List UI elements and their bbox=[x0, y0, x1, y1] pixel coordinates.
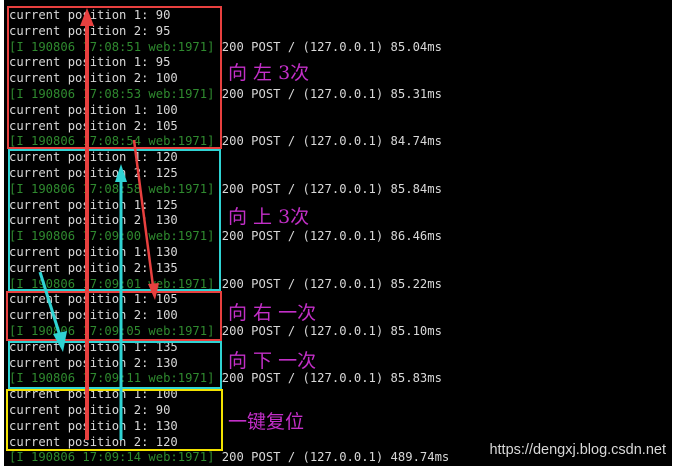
log-line: [I 190806 17:09:11 web:1971] 200 POST / … bbox=[9, 370, 442, 386]
red-up-arrowhead bbox=[80, 8, 94, 26]
log-response: 200 POST / (127.0.0.1) 85.83ms bbox=[214, 371, 442, 386]
position-line: current position 2: 100 bbox=[9, 308, 178, 323]
log-prefix: [I 190806 17:08:53 web:1971] bbox=[9, 87, 215, 101]
position-line: current position 2: 120 bbox=[9, 434, 178, 449]
log-line: [I 190806 17:08:58 web:1971] 200 POST / … bbox=[9, 181, 442, 197]
log-prefix: [I 190806 17:09:00 web:1971] bbox=[9, 229, 215, 244]
position-line: current position 2: 130 bbox=[9, 355, 178, 370]
annotation-right-1: 向 右 一次 bbox=[228, 302, 317, 324]
highlight-box-reset bbox=[6, 389, 223, 451]
annotation-left-3: 向 左 3次 bbox=[228, 62, 310, 84]
position-line: current position 1: 130 bbox=[9, 245, 178, 259]
position-line: current position 1: 130 bbox=[9, 418, 178, 433]
log-response: 200 POST / (127.0.0.1) 85.04ms bbox=[214, 39, 442, 54]
log-prefix: [I 190806 17:09:01 web:1971] bbox=[9, 276, 215, 291]
highlight-box-left bbox=[7, 6, 222, 149]
log-response: 200 POST / (127.0.0.1) 85.31ms bbox=[214, 87, 442, 101]
annotation-up-3: 向 上 3次 bbox=[228, 206, 310, 228]
position-line: current position 2: 90 bbox=[9, 403, 171, 417]
position-line: current position 1: 125 bbox=[9, 197, 178, 212]
position-line: current position 2: 100 bbox=[9, 71, 178, 86]
log-response: 200 POST / (127.0.0.1) 489.74ms bbox=[214, 450, 450, 465]
log-line: [I 190806 17:08:54 web:1971] 200 POST / … bbox=[9, 133, 442, 149]
log-prefix: [I 190806 17:08:58 web:1971] bbox=[9, 181, 215, 196]
position-line: current position 2: 105 bbox=[9, 118, 178, 133]
red-diagonal-arrowhead bbox=[148, 283, 159, 300]
log-response: 200 POST / (127.0.0.1) 85.22ms bbox=[214, 276, 442, 291]
log-prefix: [I 190806 17:08:54 web:1971] bbox=[9, 134, 215, 149]
log-line: [I 190806 17:09:00 web:1971] 200 POST / … bbox=[9, 228, 442, 244]
annotation-reset: 一键复位 bbox=[228, 411, 305, 433]
position-line: current position 1: 90 bbox=[9, 8, 171, 22]
log-response: 200 POST / (127.0.0.1) 86.46ms bbox=[214, 229, 442, 244]
highlight-box-down bbox=[8, 341, 222, 389]
position-line: current position 2: 125 bbox=[9, 166, 178, 180]
log-prefix: [I 190806 17:09:05 web:1971] bbox=[9, 324, 215, 338]
highlight-box-right bbox=[6, 291, 222, 341]
position-line: current position 2: 135 bbox=[9, 260, 178, 275]
log-response: 200 POST / (127.0.0.1) 84.74ms bbox=[214, 134, 442, 149]
position-line: current position 1: 100 bbox=[9, 102, 178, 117]
annotation-down-1: 向 下 一次 bbox=[228, 350, 317, 372]
log-response: 200 POST / (127.0.0.1) 85.10ms bbox=[214, 324, 442, 338]
watermark: https://dengxj.blog.csdn.net bbox=[489, 442, 666, 458]
position-line: current position 1: 95 bbox=[9, 55, 171, 70]
log-prefix: [I 190806 17:09:11 web:1971] bbox=[9, 371, 215, 386]
log-line: [I 190806 17:09:14 web:1971] 200 POST / … bbox=[9, 449, 449, 465]
log-line: [I 190806 17:09:05 web:1971] 200 POST / … bbox=[9, 323, 442, 339]
cyan-diagonal-arrowhead bbox=[53, 331, 67, 352]
position-line: current position 1: 120 bbox=[9, 150, 178, 165]
log-line: [I 190806 17:09:01 web:1971] 200 POST / … bbox=[9, 276, 442, 292]
highlight-box-up bbox=[8, 149, 221, 291]
log-response: 200 POST / (127.0.0.1) 85.84ms bbox=[214, 181, 442, 196]
log-prefix: [I 190806 17:08:51 web:1971] bbox=[9, 39, 215, 54]
log-line: [I 190806 17:08:51 web:1971] 200 POST / … bbox=[9, 39, 442, 55]
cyan-up-arrowhead bbox=[115, 164, 127, 182]
log-line: [I 190806 17:08:53 web:1971] 200 POST / … bbox=[9, 86, 442, 102]
log-prefix: [I 190806 17:09:14 web:1971] bbox=[9, 450, 215, 465]
cyan-diagonal-arrow bbox=[38, 271, 62, 337]
red-diagonal-arrow bbox=[132, 139, 155, 287]
position-line: current position 2: 95 bbox=[9, 23, 171, 38]
position-line: current position 1: 135 bbox=[9, 339, 178, 354]
